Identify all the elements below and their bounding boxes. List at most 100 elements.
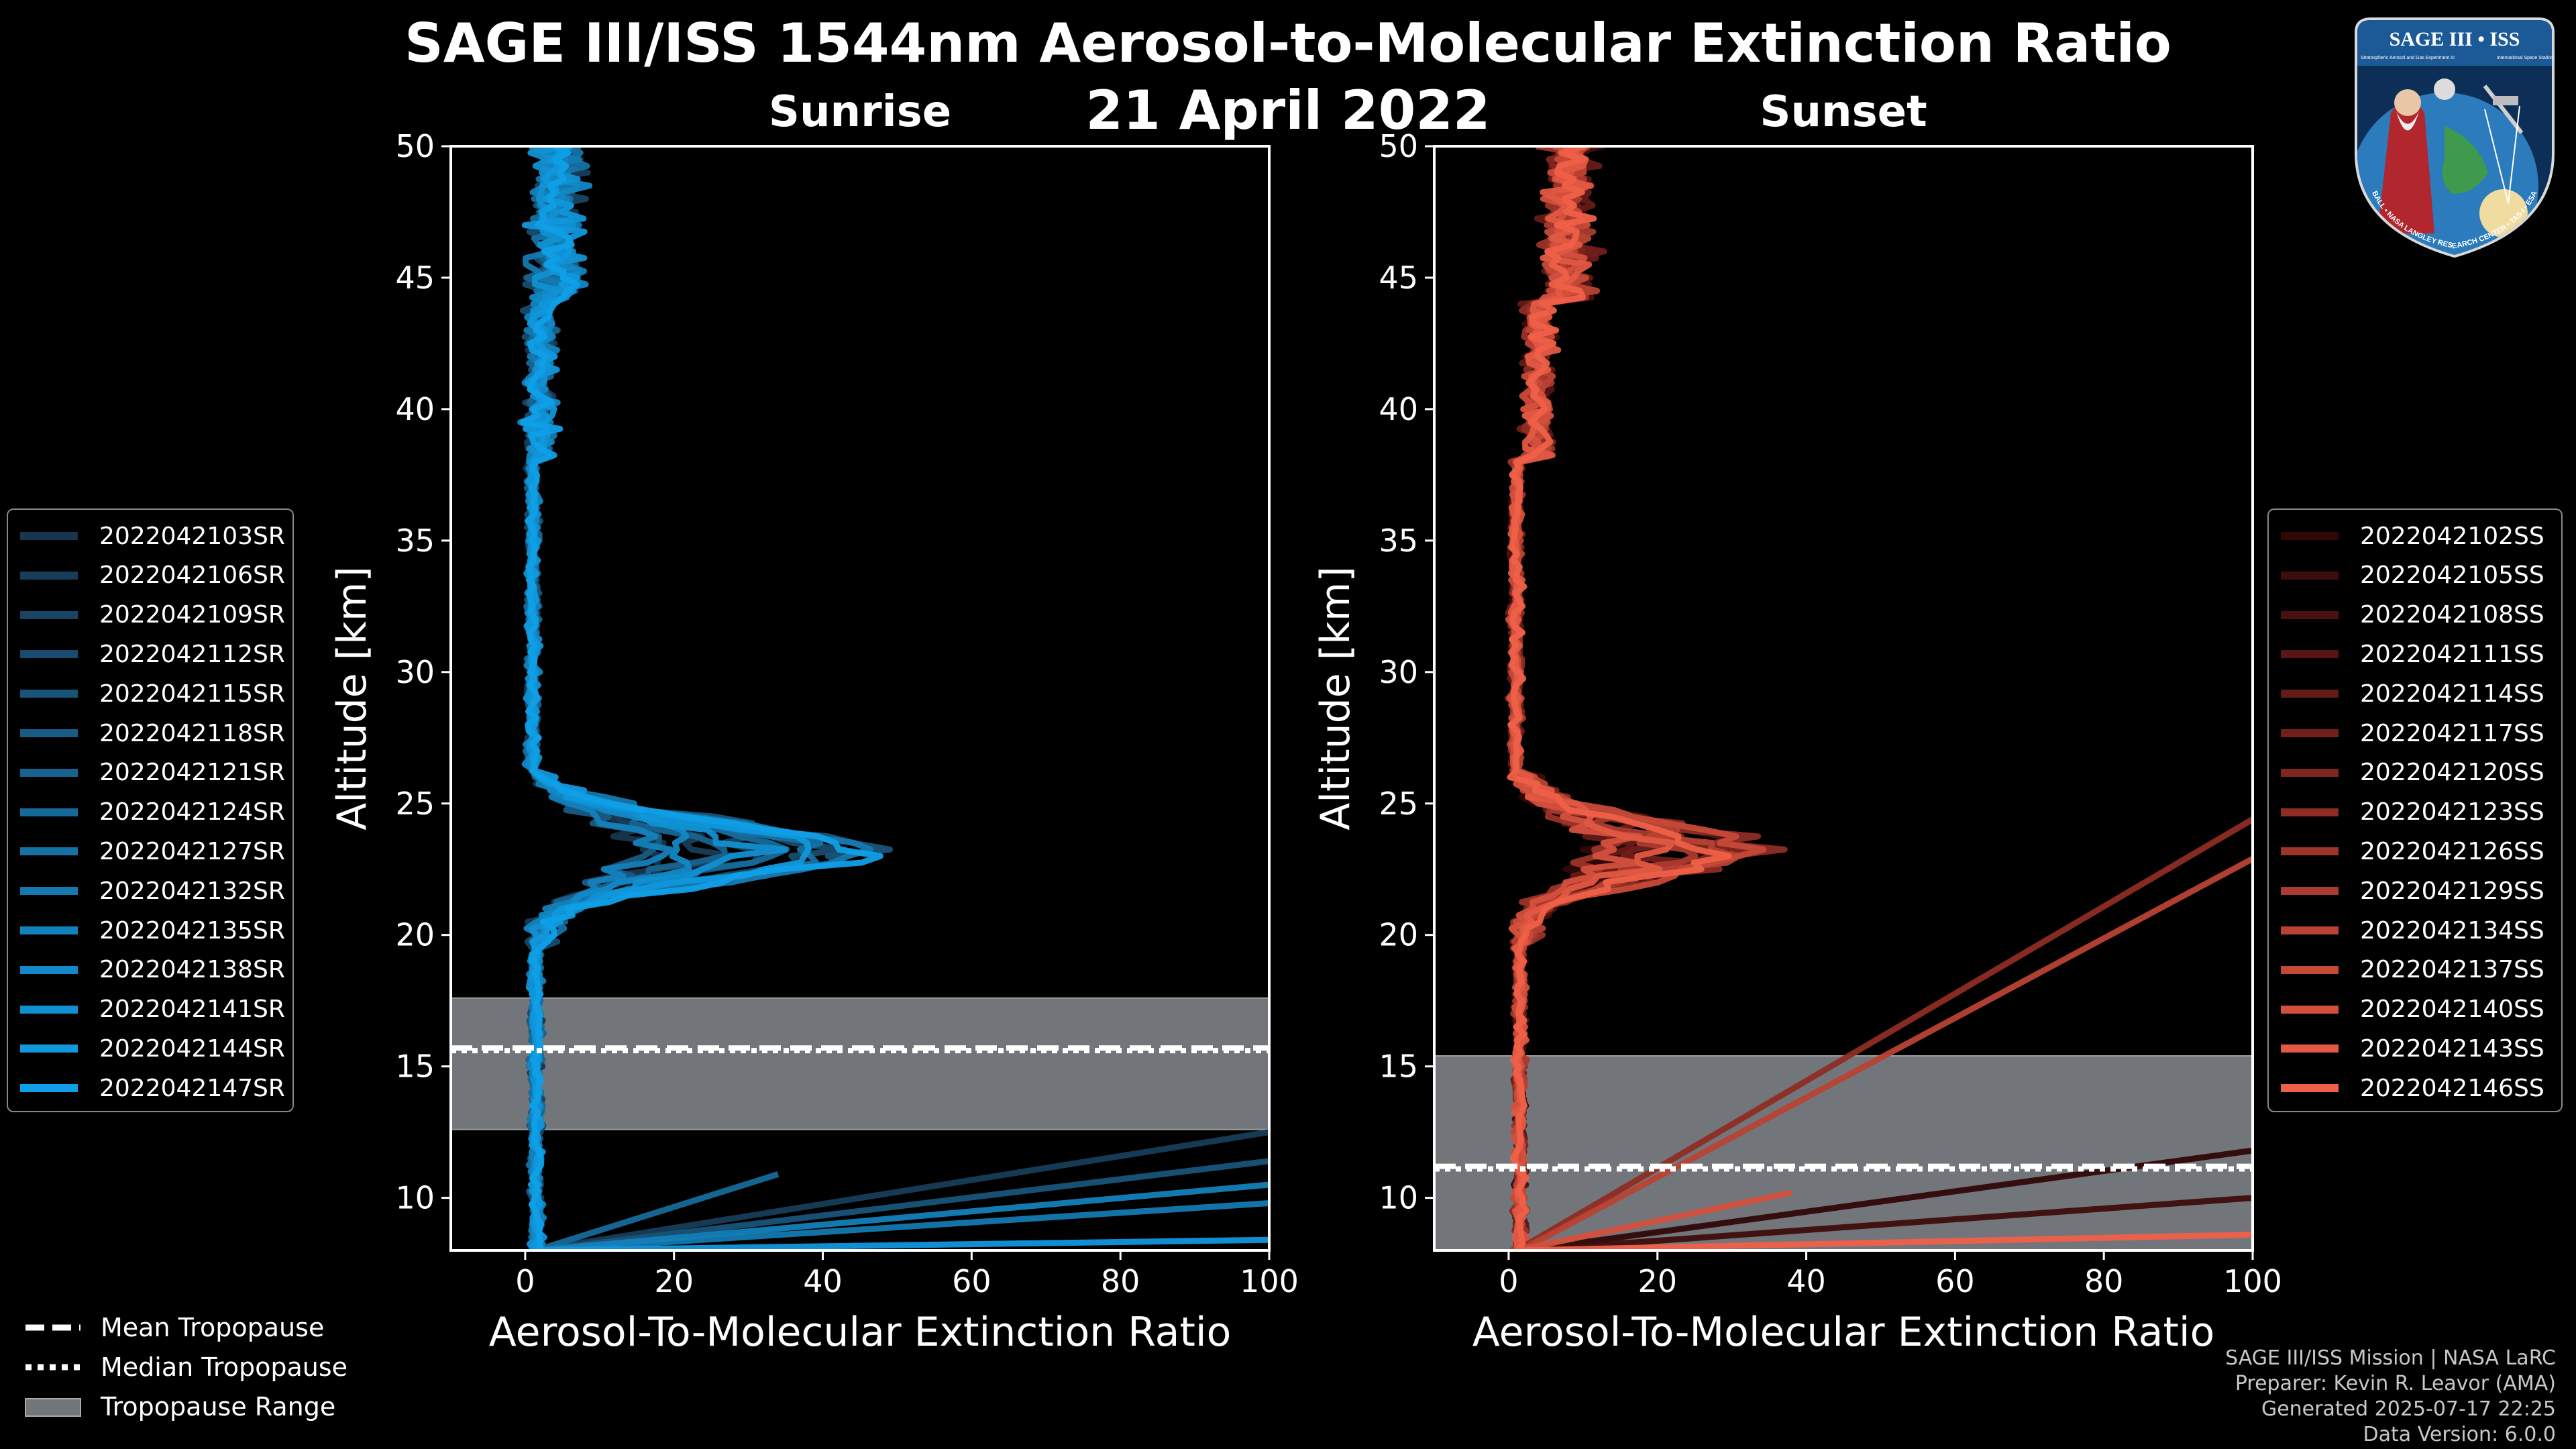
legend-label: 2022042114SS <box>2360 680 2544 708</box>
legend-swatch <box>2281 1005 2339 1014</box>
axes-frame <box>449 145 1271 1252</box>
legend-entry: 2022042112SR <box>20 635 285 674</box>
legend-label: 2022042138SR <box>99 956 285 984</box>
series-line-2022042146SS <box>1507 146 2253 1250</box>
legend-swatch <box>2281 532 2339 540</box>
legend-entry: 2022042124SR <box>20 793 285 832</box>
sunset-legend: 2022042102SS 2022042105SS 2022042108SS 2022… <box>2267 508 2563 1112</box>
footer-preparer: Preparer: Kevin R. Leavor (AMA) <box>2235 1372 2556 1395</box>
legend-entry: 2022042134SS <box>2281 911 2544 950</box>
footer-data-version: Data Version: 6.0.0 <box>2363 1423 2556 1446</box>
sunset-panel-title: Sunset <box>1760 87 1927 137</box>
tropopause-range-band <box>450 997 1270 1130</box>
legend-entry: 2022042146SS <box>2281 1069 2544 1108</box>
legend-swatch <box>20 729 78 737</box>
legend-swatch <box>20 650 78 659</box>
y-tick-label: 50 <box>1379 128 1418 164</box>
legend-swatch <box>2281 1044 2339 1053</box>
legend-entry: 2022042147SR <box>20 1069 285 1108</box>
x-tick-label: 0 <box>515 1263 535 1299</box>
legend-range-label: Tropopause Range <box>101 1392 336 1421</box>
legend-swatch <box>2281 1084 2339 1093</box>
x-tick-label: 100 <box>2223 1263 2282 1299</box>
legend-label: 2022042127SR <box>99 837 285 865</box>
legend-swatch <box>20 847 78 856</box>
dotted-line-icon <box>25 1364 80 1371</box>
legend-label: 2022042115SR <box>99 680 285 708</box>
legend-label: 2022042135SR <box>99 916 285 945</box>
legend-swatch <box>20 808 78 816</box>
legend-entry: 2022042108SS <box>2281 596 2544 635</box>
legend-entry: 2022042132SR <box>20 871 285 910</box>
x-tick-label: 60 <box>1935 1263 1975 1299</box>
y-axis-label: Altitude [km] <box>329 566 376 830</box>
legend-label: 2022042137SS <box>2360 956 2544 984</box>
gray-range-swatch-icon <box>25 1398 81 1417</box>
legend-swatch <box>20 532 78 540</box>
legend-mean-label: Mean Tropopause <box>101 1313 325 1342</box>
x-tick-label: 40 <box>803 1263 843 1299</box>
legend-swatch <box>2281 965 2339 974</box>
y-tick-label: 20 <box>1379 917 1418 953</box>
x-tick-label: 40 <box>1786 1263 1826 1299</box>
y-tick-label: 25 <box>395 786 435 822</box>
y-tick-label: 10 <box>1379 1180 1418 1216</box>
sunrise-legend: 2022042103SR 2022042106SR 2022042109SR 2022… <box>7 508 294 1112</box>
series-group <box>517 146 1269 1250</box>
y-tick-label: 15 <box>395 1049 435 1085</box>
figure-title: SAGE III/ISS 1544nm Aerosol-to-Molecular… <box>405 12 2171 74</box>
y-tick-label: 45 <box>395 260 435 296</box>
y-tick-label: 25 <box>1379 786 1418 822</box>
series-line-2022042147SR <box>520 146 883 1250</box>
legend-entry: 2022042144SR <box>20 1029 285 1068</box>
legend-swatch <box>20 768 78 777</box>
legend-entry: 2022042102SS <box>2281 517 2544 555</box>
legend-label: 2022042112SR <box>99 640 285 668</box>
legend-swatch <box>2281 650 2339 659</box>
legend-entry: 2022042121SR <box>20 753 285 792</box>
x-tick-label: 20 <box>1638 1263 1677 1299</box>
legend-label: 2022042103SR <box>99 522 285 550</box>
legend-label: 2022042146SS <box>2360 1074 2544 1102</box>
legend-label: 2022042108SS <box>2360 601 2544 629</box>
tropopause-range-band <box>1434 1055 2253 1251</box>
y-tick-label: 35 <box>1379 523 1418 559</box>
y-tick-label: 15 <box>1379 1049 1418 1085</box>
logo-top-text: SAGE III • ISS <box>2390 28 2520 50</box>
legend-swatch <box>2281 847 2339 856</box>
x-tick-label: 100 <box>1240 1263 1299 1299</box>
legend-entry: 2022042114SS <box>2281 674 2544 713</box>
legend-label: 2022042105SS <box>2360 561 2544 590</box>
legend-swatch <box>2281 690 2339 698</box>
legend-swatch <box>20 965 78 974</box>
legend-entry: 2022042141SR <box>20 990 285 1029</box>
dashed-line-icon <box>25 1324 80 1331</box>
legend-entry: 2022042127SR <box>20 832 285 871</box>
y-tick-label: 30 <box>395 654 435 690</box>
mission-patch-icon: SAGE III • ISS Stratospheric Aerosol and… <box>2355 17 2555 258</box>
legend-label: 2022042143SS <box>2360 1034 2544 1063</box>
legend-tropopause-range: Tropopause Range <box>23 1387 335 1426</box>
legend-entry: 2022042109SR <box>20 596 285 635</box>
legend-label: 2022042106SR <box>99 561 285 590</box>
legend-label: 2022042147SR <box>99 1074 285 1102</box>
x-tick-label: 80 <box>2084 1263 2124 1299</box>
y-tick-label: 40 <box>395 391 435 427</box>
legend-label: 2022042129SS <box>2360 877 2544 905</box>
legend-label: 2022042141SR <box>99 996 285 1024</box>
legend-swatch <box>20 610 78 619</box>
legend-entry: 2022042123SS <box>2281 793 2544 832</box>
legend-swatch <box>20 1044 78 1053</box>
x-axis-label: Aerosol-To-Molecular Extinction Ratio <box>489 1309 1232 1356</box>
y-axis-label: Altitude [km] <box>1312 566 1359 830</box>
legend-swatch <box>20 887 78 896</box>
x-tick-label: 20 <box>654 1263 694 1299</box>
legend-label: 2022042134SS <box>2360 916 2544 945</box>
legend-entry: 2022042137SS <box>2281 951 2544 989</box>
legend-swatch <box>2281 926 2339 934</box>
y-tick-label: 45 <box>1379 260 1418 296</box>
legend-swatch <box>20 571 78 580</box>
legend-entry: 2022042140SS <box>2281 990 2544 1029</box>
tropopause-legend: Mean Tropopause Median Tropopause Tropop… <box>0 1308 402 1429</box>
